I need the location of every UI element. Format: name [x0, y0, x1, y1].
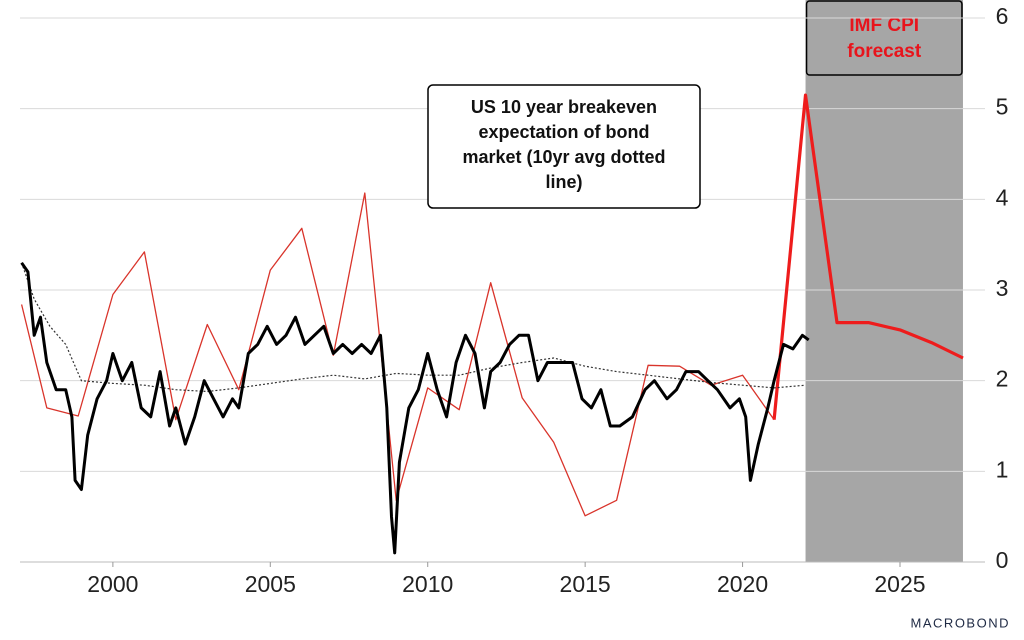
- x-tick-label: 2005: [245, 571, 296, 597]
- x-tick-label: 2010: [402, 571, 453, 597]
- forecast-label-box: [805, 0, 963, 76]
- annotation-text: line): [545, 172, 582, 192]
- y-tick-label: 3: [996, 275, 1009, 301]
- y-tick-label: 0: [996, 547, 1009, 573]
- series-line: [20, 261, 810, 555]
- annotation-box: [427, 84, 701, 209]
- annotation-text: US 10 year breakeven: [471, 97, 657, 117]
- annotation-text: expectation of bond: [479, 122, 650, 142]
- y-tick-label: 4: [996, 184, 1009, 210]
- x-tick-label: 2025: [874, 571, 925, 597]
- y-tick-label: 6: [996, 3, 1009, 29]
- x-tick-label: 2015: [560, 571, 611, 597]
- forecast-label: forecast: [847, 41, 922, 62]
- series-line: [21, 262, 806, 393]
- y-tick-label: 5: [996, 94, 1009, 120]
- y-tick-label: 2: [996, 366, 1009, 392]
- y-tick-label: 1: [996, 456, 1009, 482]
- x-tick-label: 2020: [717, 571, 768, 597]
- forecast-region: [805, 0, 963, 562]
- annotation-text: market (10yr avg dotted: [462, 147, 665, 167]
- source-logo: MACROBOND: [911, 615, 1010, 630]
- forecast-label: IMF CPI: [849, 15, 919, 36]
- series-line: [772, 93, 964, 420]
- x-tick-label: 2000: [87, 571, 138, 597]
